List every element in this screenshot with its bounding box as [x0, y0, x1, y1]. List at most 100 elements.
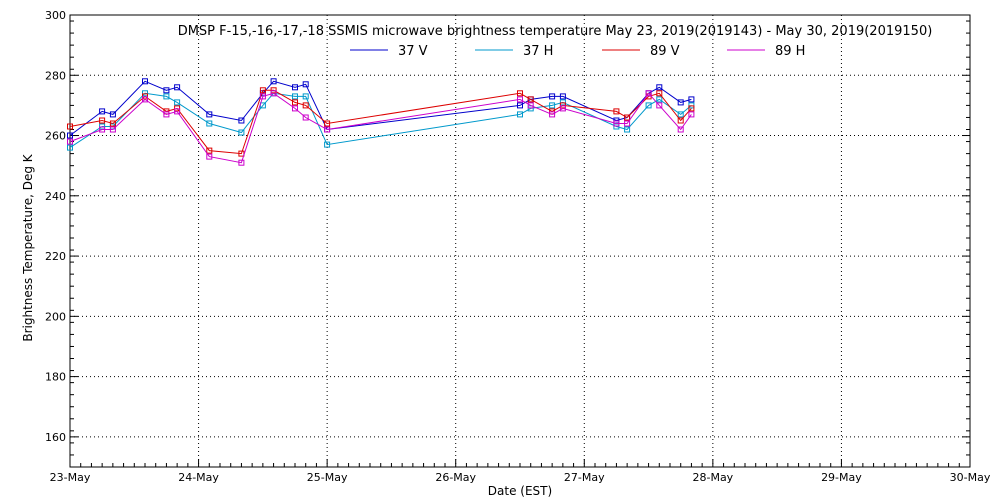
data-point	[109, 126, 116, 133]
legend-label: 37 H	[523, 44, 553, 59]
data-point	[324, 141, 331, 148]
grid-lines	[70, 15, 970, 467]
legend-label: 37 V	[398, 44, 428, 59]
minor-ticks	[70, 20, 970, 467]
data-point	[163, 93, 170, 100]
data-point	[677, 117, 684, 124]
data-point	[677, 99, 684, 106]
data-point	[688, 96, 695, 103]
data-point	[613, 120, 620, 127]
data-point	[656, 96, 663, 103]
x-tick-label: 24-May	[178, 471, 219, 484]
x-tick-label: 25-May	[307, 471, 348, 484]
x-tick-label: 28-May	[692, 471, 733, 484]
data-point	[163, 87, 170, 94]
legend-item: 37 V	[350, 44, 428, 59]
data-point	[302, 93, 309, 100]
data-point	[142, 96, 148, 103]
data-point	[109, 120, 116, 127]
data-point	[206, 111, 213, 118]
data-point	[67, 144, 73, 151]
data-point	[292, 93, 298, 100]
y-tick-label: 300	[45, 9, 66, 22]
data-point	[677, 111, 684, 118]
data-point	[517, 90, 523, 97]
plot-frame	[69, 14, 971, 468]
data-point	[324, 126, 331, 133]
data-point	[302, 81, 309, 88]
x-tick-label: 23-May	[50, 471, 91, 484]
data-point	[270, 90, 277, 97]
y-axis-title: Brightness Temperature, Deg K	[21, 153, 35, 341]
y-tick-label: 260	[45, 130, 66, 143]
data-point	[645, 90, 652, 97]
data-point	[624, 120, 631, 127]
data-point	[677, 126, 684, 133]
data-point	[67, 123, 73, 130]
x-tick-label: 27-May	[564, 471, 605, 484]
data-point	[174, 84, 181, 91]
series-line	[69, 92, 692, 149]
data-point	[559, 93, 566, 100]
data-point	[292, 105, 298, 112]
x-axis: 23-May 24-May 25-May 26-May 27-May 28-May 29-M…	[50, 459, 991, 484]
data-point	[163, 111, 170, 118]
data-point	[99, 126, 106, 133]
legend-label: 89 V	[650, 44, 680, 59]
data-point	[99, 108, 106, 115]
data-point	[206, 153, 213, 160]
y-axis: 160 180 200 220 240 260 280 300	[45, 9, 970, 444]
data-point	[549, 102, 556, 109]
series-line	[69, 89, 692, 155]
y-tick-label: 180	[45, 371, 66, 384]
data-point	[559, 105, 566, 112]
data-point	[517, 102, 523, 109]
data-point	[549, 93, 556, 100]
data-point	[624, 114, 631, 121]
y-tick-label: 220	[45, 250, 66, 263]
data-point	[109, 111, 116, 118]
data-point	[302, 102, 309, 109]
legend-label: 89 H	[775, 44, 805, 59]
x-tick-label: 29-May	[821, 471, 862, 484]
legend-item: 89 H	[727, 44, 805, 59]
y-tick-label: 200	[45, 310, 66, 323]
data-point	[174, 108, 181, 115]
x-tick-label: 26-May	[435, 471, 476, 484]
data-point	[206, 147, 213, 154]
series-89-v	[67, 87, 695, 157]
data-point	[517, 96, 523, 103]
data-point	[238, 117, 245, 124]
y-tick-label: 160	[45, 431, 66, 444]
y-tick-label: 280	[45, 69, 66, 82]
data-point	[302, 114, 309, 121]
data-point	[549, 111, 556, 118]
series-line	[69, 92, 692, 164]
data-point	[688, 111, 695, 118]
data-point	[656, 84, 663, 91]
data-point	[645, 102, 652, 109]
data-point	[292, 99, 298, 106]
data-point	[259, 93, 266, 100]
data-point	[656, 102, 663, 109]
data-point	[238, 159, 245, 166]
data-point	[174, 99, 181, 106]
data-point	[67, 138, 73, 145]
data-point	[142, 78, 148, 85]
data-point	[656, 90, 663, 97]
data-point	[270, 78, 277, 85]
data-point	[527, 102, 534, 109]
x-tick-label: 30-May	[950, 471, 991, 484]
data-point	[238, 129, 245, 136]
data-point	[613, 108, 620, 115]
data-point	[688, 105, 695, 112]
data-point	[67, 132, 73, 139]
chart-title: DMSP F-15,-16,-17,-18 SSMIS microwave br…	[178, 24, 933, 39]
data-point	[206, 120, 213, 127]
data-point	[527, 96, 534, 103]
data-point	[517, 111, 523, 118]
data-point	[624, 126, 631, 133]
data-point	[324, 120, 331, 127]
